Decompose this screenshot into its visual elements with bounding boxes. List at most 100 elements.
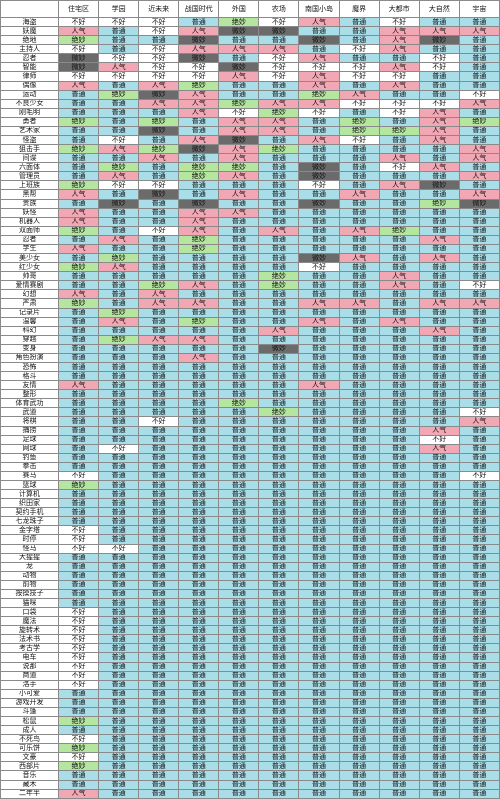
rating-cell: 普通 <box>458 634 500 645</box>
rating-cell: 普通 <box>458 389 500 400</box>
rating-cell: 普通 <box>98 752 140 763</box>
rating-cell: 不好 <box>57 625 100 636</box>
rating-cell: 普通 <box>98 716 140 727</box>
rating-cell: 普通 <box>298 570 340 581</box>
rating-cell: 普通 <box>338 670 380 681</box>
rating-cell: 绝妙 <box>57 743 100 754</box>
rating-cell: 普通 <box>418 498 460 509</box>
rating-cell: 人气 <box>458 416 500 427</box>
table-row: 龙普通 普通 普通 普通 普通 普通 普通 普通 普通 普通 普通 <box>0 561 500 572</box>
rating-cell: 普通 <box>338 534 380 545</box>
rating-cell: 绝妙 <box>418 198 460 209</box>
rating-cell: 普通 <box>178 625 220 636</box>
rating-cell: 普通 <box>338 271 380 282</box>
rating-cell: 普通 <box>378 507 420 518</box>
table-row: 契约手机 普通 普通 普通 普通 普通 普通 普通 普通 普通 普通 普通 <box>0 507 500 518</box>
rating-cell: 普通 <box>458 234 500 245</box>
row-label: 艺术家 <box>0 125 59 137</box>
rating-cell: 不好 <box>458 89 500 100</box>
rating-cell: 普通 <box>258 716 300 727</box>
table-row: 角色扮演 普通 普通 普通 人气 普通 普通 普通 普通 普通 普通 普通 <box>0 352 500 363</box>
rating-cell: 普通 <box>338 525 380 536</box>
rating-cell: 普通 <box>98 498 140 509</box>
row-label: 记录片 <box>0 307 59 318</box>
rating-cell: 普通 <box>258 725 300 736</box>
rating-cell: 普通 <box>98 225 140 236</box>
rating-cell: 普通 <box>138 162 180 173</box>
rating-cell: 普通 <box>258 688 300 699</box>
row-label: 变身 <box>0 343 59 354</box>
rating-cell: 人气 <box>178 207 220 218</box>
table-row: 恐怖 普通 普通 普通 普通 普通 普通 普通 普通 普通 普通 普通 <box>0 361 500 373</box>
rating-cell: 普通 <box>418 525 460 536</box>
rating-cell: 普通 <box>178 552 220 563</box>
rating-cell: 微妙 <box>178 198 220 209</box>
rating-cell: 普通 <box>57 371 100 382</box>
rating-cell: 不好 <box>218 107 260 118</box>
row-label: 西部片 <box>0 761 59 772</box>
rating-cell: 普通 <box>258 389 300 400</box>
rating-cell: 普通 <box>98 706 140 718</box>
row-label: 金字塔 <box>0 525 59 536</box>
rating-cell: 普通 <box>98 271 140 282</box>
rating-cell: 普通 <box>338 507 380 518</box>
rating-cell: 不好 <box>138 416 180 427</box>
rating-cell: 不好 <box>57 534 100 545</box>
rating-cell: 普通 <box>98 743 140 754</box>
rating-cell: 普通 <box>378 361 420 373</box>
rating-cell: 普通 <box>298 307 340 318</box>
row-label: 武道 <box>0 407 59 418</box>
rating-cell: 普通 <box>458 443 500 454</box>
rating-cell: 人气 <box>218 71 260 82</box>
rating-cell: 普通 <box>338 752 380 763</box>
rating-cell: 微妙 <box>138 189 180 200</box>
rating-cell: 普通 <box>98 607 140 618</box>
rating-cell: 普通 <box>338 516 380 527</box>
rating-cell: 普通 <box>338 734 380 745</box>
rating-cell: 普通 <box>378 343 420 354</box>
rating-cell: 人气 <box>378 80 420 91</box>
rating-cell: 普通 <box>98 280 140 291</box>
rating-cell: 普通 <box>178 416 220 427</box>
rating-cell: 普通 <box>418 352 460 363</box>
rating-cell: 普通 <box>258 470 300 481</box>
rating-cell: 普通 <box>98 634 140 645</box>
rating-cell: 不好 <box>98 180 140 191</box>
rating-cell: 普通 <box>338 343 380 354</box>
rating-cell: 普通 <box>418 479 460 491</box>
rating-cell: 普通 <box>138 461 180 472</box>
rating-cell: 普通 <box>418 634 460 645</box>
table-row: 勇者 绝妙 普通 绝妙 普通 人气 人气 普通 绝妙 普通 人气 绝妙 <box>0 116 500 127</box>
rating-cell: 普通 <box>458 343 500 354</box>
rating-cell: 人气 <box>57 216 100 227</box>
table-row: 按摸技子 普通 普通 普通 普通 普通 普通 普通 普通 普通 普通 普通 <box>0 588 500 600</box>
rating-cell: 普通 <box>298 770 340 781</box>
rating-cell: 普通 <box>458 316 500 327</box>
rating-cell: 普通 <box>378 452 420 463</box>
row-label: 不良少女 <box>0 98 59 109</box>
rating-cell: 普通 <box>338 452 380 463</box>
rating-cell: 普通 <box>378 716 420 727</box>
rating-cell: 普通 <box>178 561 220 572</box>
rating-cell: 普通 <box>298 761 340 772</box>
rating-cell: 普通 <box>338 107 380 118</box>
table-row: 体育武功 普通 普通 普通 普通 绝妙 普通 普通 普通 普通 普通 普通 <box>0 398 500 409</box>
rating-cell: 普通 <box>418 262 460 273</box>
rating-cell: 普通 <box>338 697 380 708</box>
rating-cell: 人气 <box>98 171 140 182</box>
column-header: 农场 <box>258 0 300 18</box>
rating-cell: 绝妙 <box>57 716 100 727</box>
rating-cell: 人气 <box>418 125 460 137</box>
row-label: 管理员 <box>0 171 59 182</box>
rating-cell: 普通 <box>258 706 300 718</box>
rating-cell: 普通 <box>458 207 500 218</box>
rating-cell: 普通 <box>57 135 100 146</box>
rating-cell: 普通 <box>57 316 100 327</box>
row-label: 穿越 <box>0 334 59 345</box>
rating-cell: 普通 <box>138 607 180 618</box>
rating-cell: 普通 <box>338 479 380 491</box>
rating-cell: 普通 <box>378 489 420 500</box>
row-label: 海盗 <box>0 16 59 28</box>
rating-cell: 普通 <box>178 289 220 300</box>
row-label: 友情 <box>0 380 59 391</box>
